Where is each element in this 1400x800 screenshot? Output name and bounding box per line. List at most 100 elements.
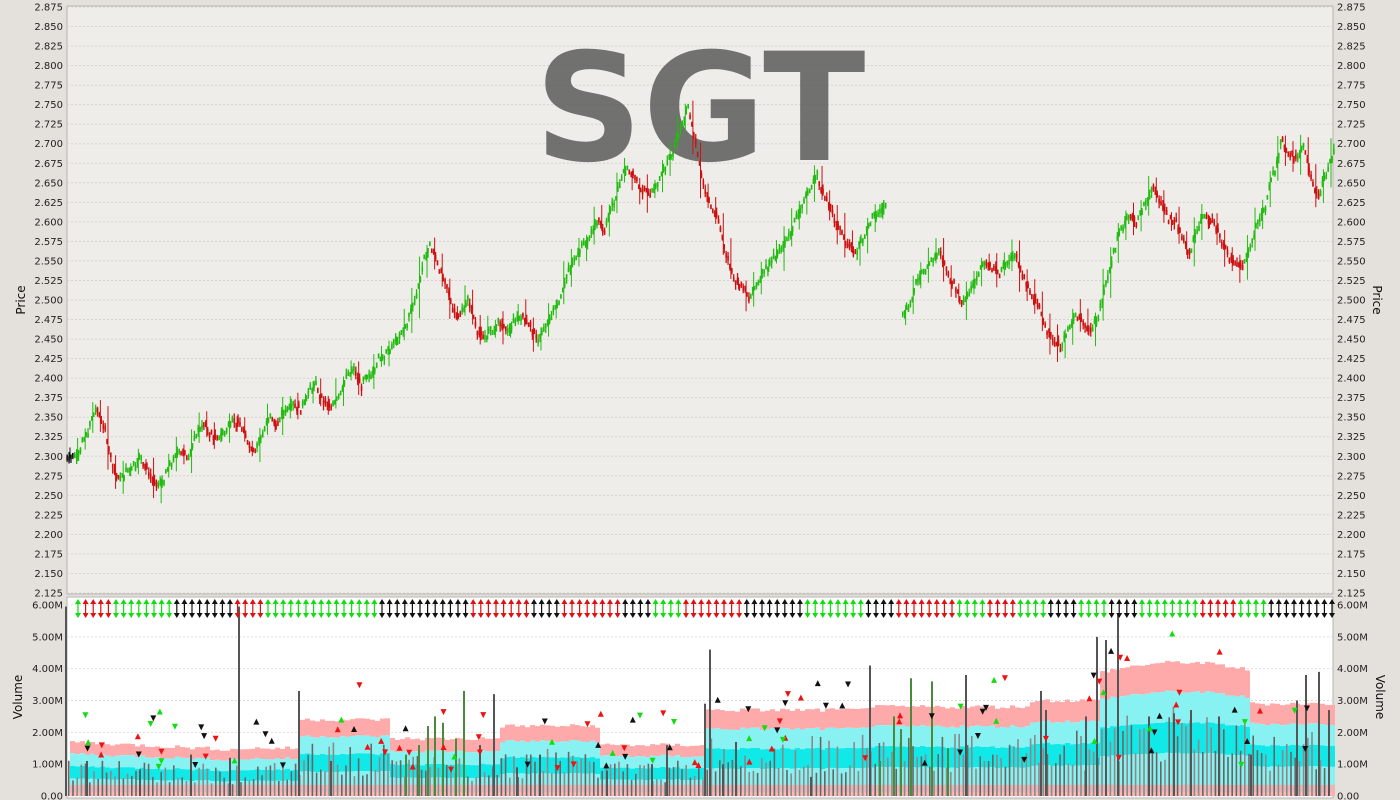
volume-bar (593, 761, 595, 796)
volume-band-lower (560, 773, 565, 793)
candle-body (1160, 200, 1162, 206)
signal-down-marker (196, 613, 203, 618)
volume-bar (546, 748, 549, 796)
volume-band-mid (750, 727, 755, 748)
candle-body (299, 410, 302, 415)
candle-body (337, 393, 340, 399)
volume-down-arrow (928, 713, 935, 720)
volume-band-lower (355, 771, 360, 793)
signal-down-marker (470, 613, 477, 618)
candle-body (362, 376, 365, 382)
signal-up-marker (493, 599, 499, 604)
signal-up-marker (135, 599, 142, 604)
candle-body (972, 283, 974, 288)
volume-band-outer (355, 718, 360, 736)
candle-body (964, 297, 967, 302)
volume-band-inner (350, 753, 355, 772)
volume-spike (330, 760, 332, 796)
signal-up-marker (759, 599, 765, 604)
candle-body (301, 401, 304, 407)
volume-band-base (90, 784, 95, 796)
volume-band-inner (580, 757, 585, 774)
volume-band-outer (1320, 703, 1325, 725)
volume-band-outer (730, 710, 735, 730)
volume-band-inner (640, 768, 645, 780)
volume-band-mid (1305, 723, 1310, 746)
candle-body (294, 403, 296, 409)
price-tick-label: 2.875 (34, 3, 63, 14)
candle-body (227, 422, 230, 428)
volume-band-mid (405, 750, 410, 764)
signal-up-marker (1123, 599, 1130, 604)
candle-body (1145, 200, 1147, 205)
volume-band-inner (140, 767, 145, 780)
volume-band-mid (210, 760, 215, 771)
volume-up-arrow (156, 708, 163, 715)
volume-band-lower (1035, 765, 1040, 793)
candle-body (679, 124, 682, 130)
volume-bar (748, 771, 750, 796)
volume-bar (173, 765, 175, 796)
volume-band-base (480, 784, 485, 796)
volume-band-outer (1290, 702, 1295, 724)
candle-body (814, 175, 817, 180)
signal-up-marker (447, 599, 454, 604)
volume-band-outer (1270, 703, 1275, 724)
signal-down-marker (211, 613, 218, 618)
candle-body (1264, 206, 1267, 212)
price-axis-title-left: Price (14, 285, 28, 314)
candle-body (875, 214, 877, 220)
volume-spike (405, 754, 407, 796)
signal-down-marker (181, 613, 188, 618)
candle-body (159, 479, 162, 485)
candle-body (1133, 217, 1136, 222)
volume-down-arrow (554, 765, 561, 772)
candle-body (1055, 341, 1058, 347)
volume-band-lower (380, 771, 385, 793)
candle-body (696, 152, 699, 157)
volume-band-mid (595, 742, 600, 759)
volume-band-mid (1090, 720, 1095, 743)
volume-band-lower (745, 768, 750, 793)
volume-bar (97, 778, 99, 796)
candle-body (1262, 208, 1265, 214)
volume-band-inner (1110, 726, 1115, 756)
candle-body (347, 371, 350, 376)
candle-body (233, 418, 236, 424)
signal-up-marker (1108, 599, 1115, 604)
volume-band-outer (765, 710, 770, 730)
signal-down-marker (1063, 613, 1069, 618)
signal-down-marker (287, 613, 294, 618)
volume-band-lower (330, 771, 335, 793)
volume-band-outer (1230, 667, 1235, 696)
volume-up-arrow (1156, 712, 1163, 719)
volume-bar (903, 760, 906, 796)
volume-band-mid (620, 755, 625, 768)
signal-down-marker (607, 613, 613, 618)
volume-band-outer (855, 709, 860, 729)
volume-band-mid (1235, 696, 1240, 726)
candle-body (410, 308, 412, 314)
volume-bar (471, 780, 473, 796)
candle-body (444, 278, 446, 284)
volume-band-lower (845, 768, 850, 793)
volume-band-base (640, 784, 645, 796)
volume-band-outer (885, 705, 890, 726)
volume-band-base (510, 784, 515, 796)
volume-band-outer (1120, 668, 1125, 697)
volume-bar (252, 779, 255, 796)
volume-bar (483, 772, 486, 796)
volume-band-mid (335, 737, 340, 755)
candle-body (989, 261, 991, 267)
signal-down-marker (599, 613, 606, 618)
candle-body (656, 181, 659, 187)
volume-band-mid (70, 753, 75, 766)
volume-band-base (370, 784, 375, 796)
candle-body (822, 188, 824, 194)
price-tick-label: 2.475 (34, 315, 63, 326)
volume-band-outer (1200, 664, 1205, 694)
candle-body (769, 261, 771, 266)
candle-body (575, 255, 577, 261)
volume-band-base (475, 784, 480, 796)
volume-up-arrow (1091, 737, 1098, 744)
